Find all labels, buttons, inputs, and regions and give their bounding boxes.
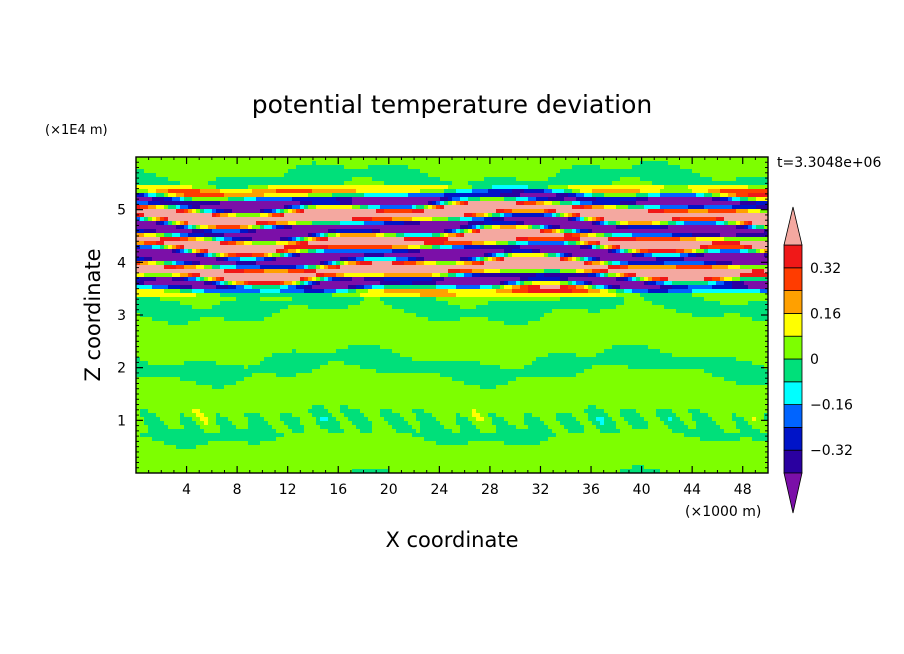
colorbar-swatch bbox=[783, 335, 803, 360]
x-tick-label: 28 bbox=[481, 482, 499, 498]
y-axis-label: Z coordinate bbox=[81, 248, 105, 381]
x-tick-label: 16 bbox=[329, 482, 347, 498]
colorbar-swatch bbox=[783, 449, 803, 474]
y-tick-label: 2 bbox=[117, 361, 126, 377]
y-unit-label: (×1E4 m) bbox=[45, 123, 108, 138]
colorbar-label: 0.16 bbox=[810, 306, 841, 322]
colorbar-top-arrow bbox=[783, 206, 803, 246]
x-tick-label: 32 bbox=[532, 482, 550, 498]
x-axis-label: X coordinate bbox=[385, 528, 518, 552]
time-label: t=3.3048e+06 bbox=[777, 155, 881, 171]
x-tick-label: 44 bbox=[683, 482, 701, 498]
colorbar-swatch bbox=[783, 244, 803, 269]
colorbar-label: −0.16 bbox=[810, 398, 853, 414]
heatmap-field bbox=[136, 157, 769, 474]
chart-title: potential temperature deviation bbox=[252, 90, 652, 119]
x-tick-label: 20 bbox=[380, 482, 398, 498]
x-unit-label: (×1000 m) bbox=[685, 504, 761, 520]
colorbar-swatch bbox=[783, 404, 803, 428]
colorbar-swatch bbox=[783, 426, 803, 451]
y-tick-label: 5 bbox=[117, 203, 126, 219]
x-tick-label: 40 bbox=[633, 482, 651, 498]
y-axis: 1 2 3 4 5 bbox=[117, 161, 768, 469]
x-tick-label: 8 bbox=[233, 482, 242, 498]
colorbar-bottom-arrow bbox=[783, 472, 803, 514]
x-axis: 4 8 12 16 20 24 28 32 36 40 44 48 bbox=[148, 157, 756, 498]
y-tick-label: 3 bbox=[117, 308, 126, 324]
colorbar-swatch bbox=[783, 381, 803, 405]
y-tick-label: 1 bbox=[117, 413, 126, 429]
colorbar-swatch bbox=[783, 312, 803, 337]
colorbar-label: 0.32 bbox=[810, 261, 841, 277]
x-tick-label: 12 bbox=[279, 482, 297, 498]
colorbar: 0.32 0.16 0 −0.16 −0.32 bbox=[783, 206, 853, 514]
x-tick-label: 4 bbox=[182, 482, 191, 498]
x-tick-label: 24 bbox=[430, 482, 448, 498]
y-tick-label: 4 bbox=[117, 255, 126, 271]
colorbar-swatch bbox=[783, 267, 803, 291]
colorbar-label: −0.32 bbox=[810, 443, 853, 459]
colorbar-label: 0 bbox=[810, 352, 819, 368]
x-tick-label: 48 bbox=[734, 482, 752, 498]
x-tick-label: 36 bbox=[582, 482, 600, 498]
colorbar-swatch bbox=[783, 358, 803, 383]
colorbar-swatch bbox=[783, 290, 803, 314]
